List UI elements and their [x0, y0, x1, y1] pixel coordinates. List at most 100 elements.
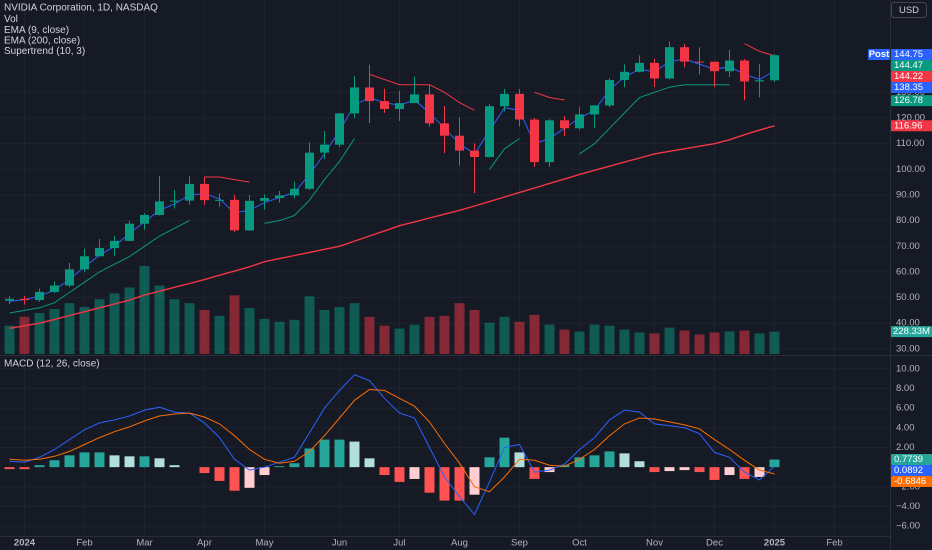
histogram-bar — [214, 467, 225, 481]
volume-bar — [4, 325, 15, 354]
x-tick-label: May — [256, 538, 274, 549]
candle-body — [110, 240, 119, 249]
price-tag-label: 116.96 — [894, 120, 922, 131]
y-tick-label: 100.00 — [896, 164, 925, 175]
axes: 2024 Feb Mar Apr May Jun Jul Aug Sep Oct Nov Dec 202… — [14, 49, 932, 549]
price-tag — [891, 71, 932, 83]
volume-bar — [409, 324, 420, 354]
histogram-bar — [109, 455, 120, 468]
histogram-bar — [619, 453, 630, 468]
price-tag — [891, 82, 932, 94]
candle-body — [155, 201, 164, 215]
y-tick-label: 60.00 — [896, 266, 920, 277]
candle-body — [65, 269, 74, 286]
histogram-bar — [679, 467, 690, 471]
histogram-bar — [769, 459, 780, 468]
histogram-bar — [229, 467, 240, 491]
histogram-bar — [439, 467, 450, 501]
volume-bar — [544, 324, 555, 354]
histogram-bar — [154, 458, 165, 468]
x-tick-label: Feb — [76, 538, 92, 549]
candle-body — [455, 135, 464, 151]
volume-bar — [199, 310, 210, 354]
histogram-bar — [529, 467, 540, 479]
candle-body — [200, 183, 209, 201]
volume-bar — [94, 299, 105, 354]
currency-button[interactable] — [891, 2, 927, 18]
volume-bar — [364, 316, 375, 354]
y-tick-label: 110.00 — [896, 138, 924, 149]
x-tick-label: Oct — [572, 538, 587, 549]
volume-bar — [184, 303, 195, 354]
indicator-title: MACD (12, 26, close) — [4, 359, 100, 370]
candle-body — [440, 123, 449, 136]
x-tick-label: Apr — [197, 538, 212, 549]
price-tag-label: 138.35 — [894, 82, 923, 93]
histogram-bar — [139, 456, 150, 468]
y-tick-label: −4.00 — [896, 501, 920, 512]
y-tick-label: 120.00 — [896, 113, 925, 124]
candle-body — [185, 183, 194, 201]
histogram-bar — [574, 457, 585, 468]
candle-body — [545, 120, 554, 163]
histogram-bar — [124, 456, 135, 468]
volume-bar — [49, 309, 60, 354]
candle-body — [425, 94, 434, 124]
candle-body — [365, 87, 374, 102]
price-tag-label: 144.22 — [894, 71, 923, 82]
volume-bar — [649, 333, 660, 354]
volume-tag-label: 228.33M — [893, 326, 930, 337]
candle-body — [260, 198, 269, 201]
candle-body — [605, 80, 614, 106]
y-tick-label: 10.00 — [896, 363, 920, 374]
volume-bar — [109, 293, 120, 354]
candle-body — [530, 119, 539, 163]
candle-body — [650, 62, 659, 79]
price-tag-badge — [868, 49, 890, 61]
candle-body — [140, 214, 149, 224]
y-tick-label: 80.00 — [896, 215, 920, 226]
candle-body — [320, 144, 329, 153]
price-tag — [891, 120, 932, 132]
price-tag-label: 144.75 — [894, 49, 923, 60]
candle-body — [245, 200, 254, 231]
x-tick-label: Dec — [706, 538, 723, 549]
histogram-bar — [394, 467, 405, 482]
candle-body — [80, 256, 89, 270]
signal-line — [9, 388, 775, 493]
histogram-bar — [49, 460, 60, 468]
volume-bar — [574, 331, 585, 354]
price-tag-label: -0.6846 — [894, 476, 926, 487]
candle-body — [410, 94, 419, 104]
candle-body — [290, 188, 299, 196]
volume-bar — [709, 332, 720, 354]
volume-bar — [319, 310, 330, 354]
price-tag — [891, 95, 932, 107]
histogram-bar — [19, 467, 30, 470]
candle-body — [485, 106, 494, 157]
volume-bar — [769, 331, 780, 354]
volume-bar — [439, 315, 450, 354]
volume-bar — [529, 314, 540, 354]
histogram-bar — [724, 467, 735, 476]
volume-bar — [379, 325, 390, 354]
volume-bar — [604, 325, 615, 354]
volume-bar — [229, 295, 240, 354]
currency-label[interactable]: USD — [899, 5, 919, 16]
candle-body — [20, 298, 29, 301]
volume-bar — [304, 296, 315, 354]
volume-bar — [454, 303, 465, 354]
histogram-bar — [499, 437, 510, 468]
candle-body — [5, 298, 14, 301]
histogram-bar — [319, 439, 330, 468]
y-tick-label: 6.00 — [896, 403, 915, 414]
price-tag-badge-label: Post — [869, 49, 890, 60]
chart-title: NVIDIA Corporation, 1D, NASDAQ — [4, 3, 158, 14]
x-tick-label: Feb — [826, 538, 842, 549]
histogram-bar — [424, 467, 435, 493]
volume-bar — [289, 319, 300, 354]
candle-body — [740, 60, 749, 82]
volume-bar — [154, 285, 165, 354]
candle-body — [500, 93, 509, 107]
candle-body — [305, 152, 314, 189]
